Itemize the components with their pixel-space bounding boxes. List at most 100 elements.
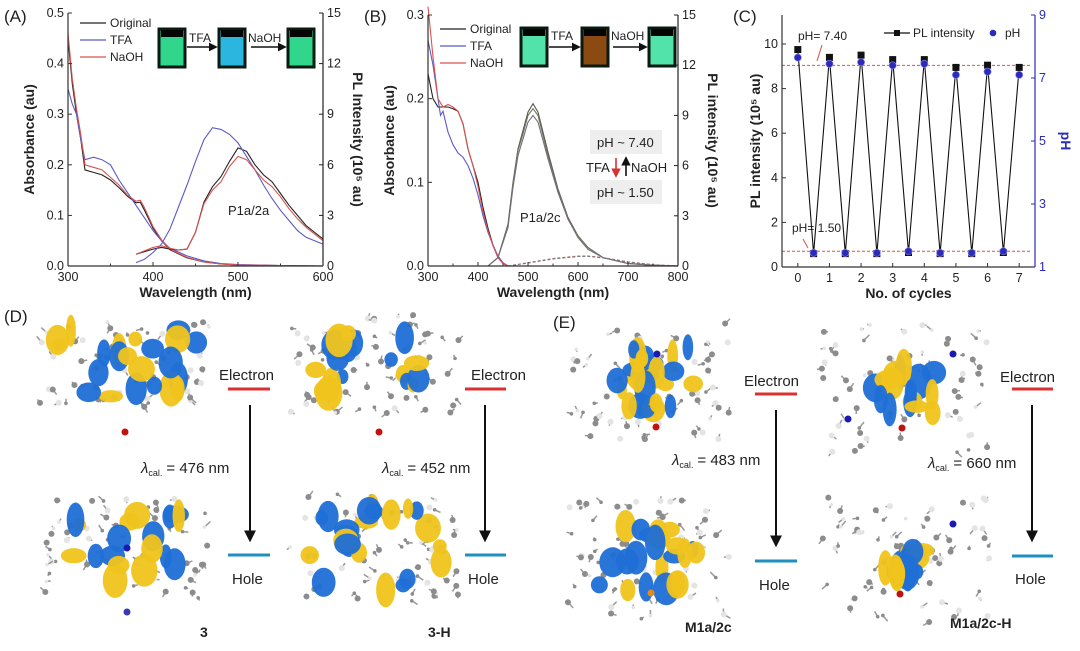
atom (353, 513, 357, 517)
atom (829, 502, 834, 507)
naoh-label: NaOH (631, 160, 667, 175)
vial-cap (221, 30, 243, 37)
atom (184, 388, 191, 395)
atom (44, 579, 49, 584)
orbital-lobe (873, 384, 888, 414)
atom (713, 575, 718, 580)
atom (687, 593, 694, 600)
orbital-image-m1a2c-hole (564, 496, 732, 621)
atom (49, 386, 56, 393)
heteroatom (844, 415, 852, 423)
atom (836, 524, 840, 529)
atom (705, 356, 712, 363)
atom (820, 375, 827, 382)
atom (50, 353, 57, 360)
x-tick-label: 700 (618, 270, 639, 284)
orbital-lobe (637, 404, 655, 419)
atom (202, 525, 207, 529)
atom (146, 401, 151, 405)
atom (104, 507, 111, 514)
ph-high-label: pH ~ 7.40 (597, 135, 654, 150)
vial-cap (584, 29, 606, 36)
atom (287, 408, 294, 415)
atom (937, 555, 944, 562)
orbital-lobe (415, 513, 441, 543)
atom (983, 339, 990, 346)
atom (851, 595, 858, 602)
atom (454, 591, 461, 598)
atom (947, 548, 954, 555)
atom (296, 351, 303, 358)
atom (842, 377, 849, 384)
y-tick-label: 0.2 (47, 158, 64, 172)
atom (432, 508, 437, 512)
molecule-name: 3-H (428, 624, 451, 640)
atom (578, 506, 583, 510)
orbital-lobe (128, 331, 143, 347)
y2-axis-label: PL Intensity (10⁵ au) (350, 72, 366, 207)
atom (694, 397, 701, 404)
chart-c: 0 1 2 3 4 5 6 7 0 2 4 6 8 10 1 3 5 7 9 No. of cycles PL inte… (747, 8, 1074, 301)
atom (368, 576, 372, 581)
atom (171, 495, 178, 502)
atom (696, 529, 703, 536)
legend-label: NaOH (110, 50, 143, 64)
atom (199, 366, 206, 373)
atom (451, 532, 458, 539)
atom (655, 509, 662, 516)
atom (657, 497, 664, 504)
hole-label: Hole (759, 577, 790, 594)
atom (288, 545, 292, 549)
atom (403, 394, 410, 401)
orbital-lobe (649, 393, 663, 413)
atom (946, 537, 953, 544)
atom (64, 401, 68, 406)
hole-label: Hole (468, 571, 499, 588)
atom (863, 585, 868, 589)
y2-tick-label: 12 (682, 58, 696, 72)
atom (592, 401, 597, 406)
data-point-ph (857, 58, 865, 67)
y-axis-label: Absorbance (au) (381, 85, 397, 195)
y2-axis-label: PL intensity (10⁵ au) (705, 73, 721, 208)
atom (577, 554, 584, 561)
lambda-symbol: λ (671, 452, 679, 469)
orbital-lobe (590, 576, 608, 594)
x-tick-label: 600 (568, 270, 589, 284)
atom (180, 529, 185, 534)
atom (689, 390, 696, 397)
data-point-ph (888, 61, 897, 70)
x-tick-label: 600 (313, 270, 334, 284)
heteroatom (123, 544, 131, 552)
x-tick-label: 1 (826, 271, 833, 285)
atom (677, 522, 682, 527)
data-point-pl (984, 61, 992, 69)
y-tick-label: 0.4 (47, 57, 64, 71)
atom (338, 565, 345, 572)
atom (38, 339, 45, 346)
orbital-lobe (66, 502, 85, 538)
atom (626, 503, 633, 510)
atom (187, 394, 194, 401)
orbital-lobe (921, 360, 947, 385)
y-tick-label: 0.0 (47, 259, 64, 273)
tfa-label: TFA (586, 160, 610, 175)
atom (592, 420, 599, 427)
orbital-lobe (403, 355, 430, 371)
vial-cap (290, 30, 312, 37)
atom (151, 515, 158, 522)
orbital-lobe (874, 369, 903, 390)
x-tick-label: 500 (228, 270, 249, 284)
atom (305, 494, 312, 501)
atom (303, 400, 310, 407)
atom (872, 567, 877, 572)
atom (422, 406, 429, 413)
orbital-lobe (146, 376, 163, 395)
atom (189, 589, 196, 596)
y2-tick-label: 9 (327, 107, 334, 121)
atom (699, 429, 706, 436)
x-tick-label: 300 (58, 270, 79, 284)
x-tick-label: 5 (952, 271, 959, 285)
atom (969, 501, 976, 508)
atom (623, 423, 630, 430)
